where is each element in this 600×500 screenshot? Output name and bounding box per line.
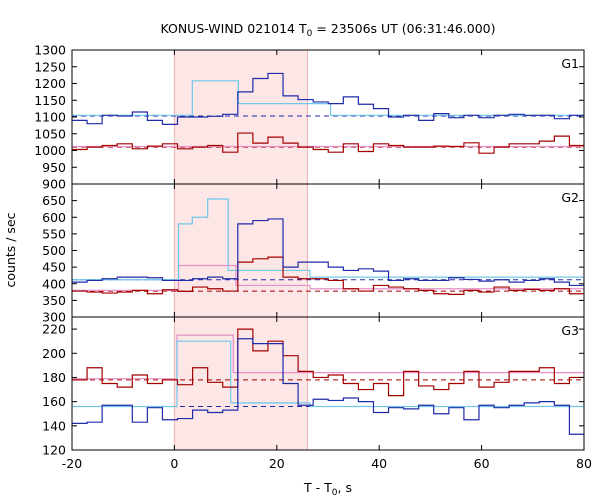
y-tick-label: 1250 xyxy=(34,59,66,74)
model-curve xyxy=(72,340,584,408)
y-axis-label: counts / sec xyxy=(3,212,18,287)
y-tick-label: 1300 xyxy=(34,43,66,58)
y-tick-label: 120 xyxy=(42,443,66,458)
x-tick-label: 40 xyxy=(371,456,387,471)
y-tick-label: 1200 xyxy=(34,76,66,91)
y-tick-label: 160 xyxy=(42,394,66,409)
x-tick-label: 20 xyxy=(269,456,285,471)
panel-frame xyxy=(71,49,585,185)
y-tick-label: 220 xyxy=(42,322,66,337)
chart-title: KONUS-WIND 021014 T0 = 23506s UT (06:31:… xyxy=(160,21,495,39)
y-tick-label: 650 xyxy=(42,193,66,208)
model-curve xyxy=(72,334,584,380)
panel-frame xyxy=(71,316,585,451)
panel-label: G1 xyxy=(561,56,579,71)
y-tick-label: 350 xyxy=(42,293,66,308)
y-tick-label: 1000 xyxy=(34,143,66,158)
panel-label: G3 xyxy=(561,323,579,338)
y-tick-label: 200 xyxy=(42,346,66,361)
highlight-interval xyxy=(174,50,308,450)
y-tick-label: 1050 xyxy=(34,126,66,141)
y-tick-label: 600 xyxy=(42,210,66,225)
y-tick-label: 500 xyxy=(42,243,66,258)
y-tick-label: 950 xyxy=(42,160,66,175)
x-tick-label: 60 xyxy=(474,456,490,471)
y-tick-label: 300 xyxy=(42,310,66,325)
y-tick-label: 450 xyxy=(42,260,66,275)
x-tick-label: -20 xyxy=(62,456,82,471)
panel-g3: 120 140 160 180 200 220 G3 xyxy=(42,317,585,458)
y-tick-label: 140 xyxy=(42,418,66,433)
y-tick-label: 1150 xyxy=(34,93,66,108)
x-tick-label: 0 xyxy=(170,456,178,471)
panel-label: G2 xyxy=(561,190,579,205)
count-histogram xyxy=(72,338,584,435)
model-curve xyxy=(72,198,584,281)
y-tick-label: 180 xyxy=(42,370,66,385)
y-tick-label: 550 xyxy=(42,226,66,241)
model-curve xyxy=(72,80,584,116)
x-tick-label: 80 xyxy=(576,456,592,471)
y-tick-label: 400 xyxy=(42,276,66,291)
x-axis-label: T - T0, s xyxy=(303,480,352,498)
y-tick-label: 900 xyxy=(42,177,66,192)
panel-frame xyxy=(71,183,585,318)
y-tick-label: 1100 xyxy=(34,110,66,125)
count-histogram xyxy=(72,72,584,125)
count-histogram xyxy=(72,328,584,397)
count-histogram xyxy=(72,132,584,154)
count-histogram xyxy=(72,256,584,295)
count-histogram xyxy=(72,218,584,287)
